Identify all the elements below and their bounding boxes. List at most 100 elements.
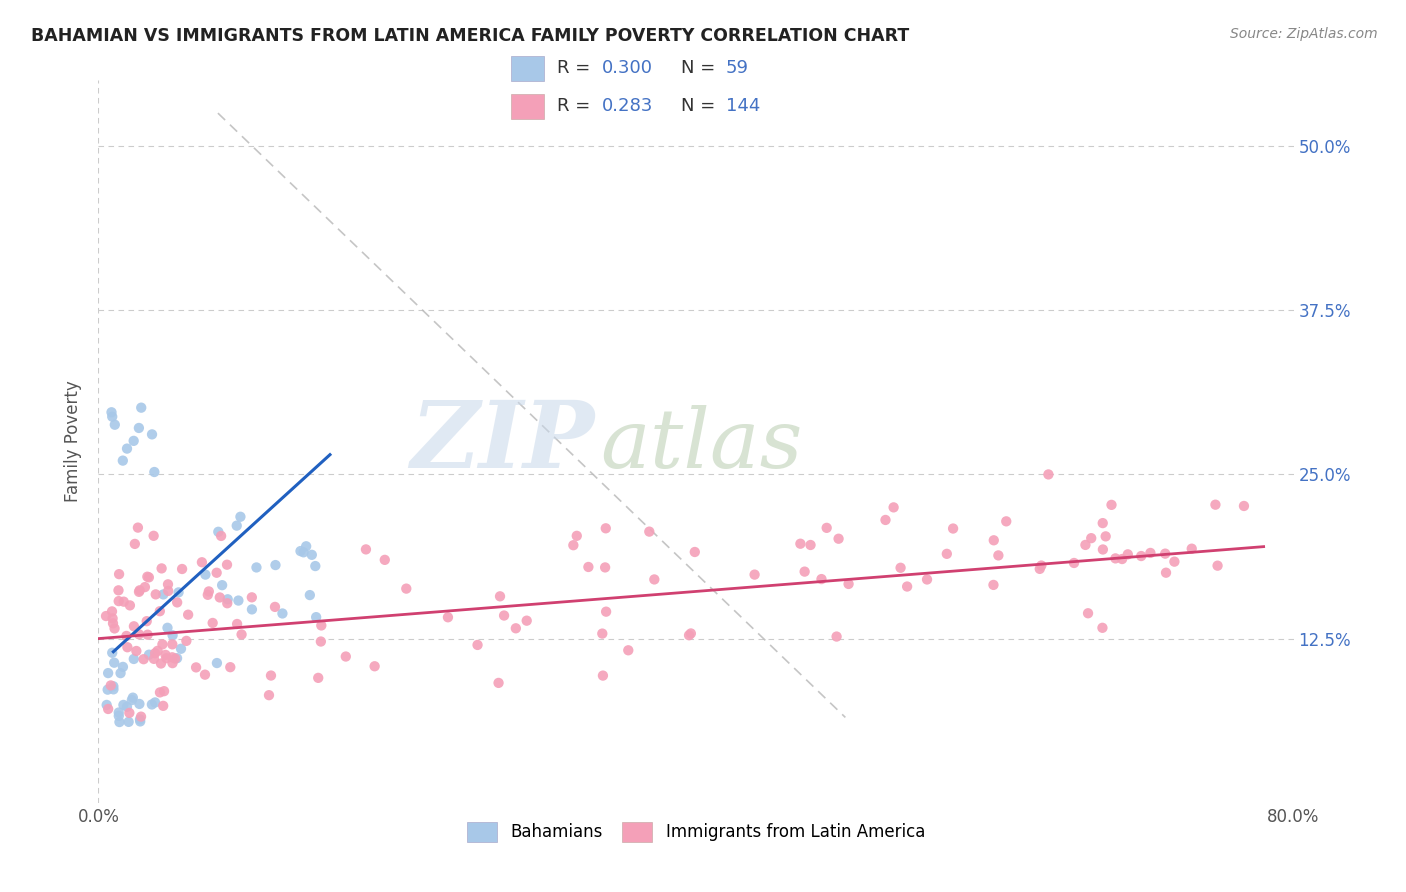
Point (983, 533, 1005, 548)
Point (264, 558, 287, 572)
Point (505, 621, 527, 635)
Point (374, 553, 396, 567)
Point (298, 588, 321, 602)
Point (1139, 546, 1161, 560)
Point (1154, 566, 1177, 580)
Point (152, 698, 174, 713)
Point (143, 465, 166, 479)
Point (983, 578, 1005, 592)
Point (305, 610, 328, 624)
Point (107, 583, 129, 598)
Point (301, 548, 323, 562)
Point (1233, 499, 1256, 513)
Point (240, 602, 263, 616)
Point (162, 656, 184, 670)
Point (191, 555, 214, 569)
Point (110, 666, 132, 681)
Point (593, 560, 616, 574)
Point (142, 529, 165, 543)
Point (142, 652, 165, 666)
Point (467, 638, 489, 652)
Point (152, 587, 174, 601)
Point (205, 656, 228, 670)
Point (683, 545, 706, 559)
Point (141, 698, 163, 712)
Point (1111, 552, 1133, 566)
Point (104, 417, 127, 432)
Point (799, 538, 821, 552)
Point (942, 522, 965, 536)
Point (1074, 538, 1097, 552)
Point (595, 521, 617, 535)
Point (271, 607, 294, 621)
Point (156, 577, 179, 591)
Point (935, 547, 957, 561)
Point (1029, 562, 1052, 576)
Point (160, 650, 183, 665)
Point (226, 617, 249, 632)
Point (307, 671, 329, 685)
Point (128, 697, 150, 711)
Point (295, 539, 318, 553)
Text: N =: N = (681, 60, 720, 78)
Point (815, 521, 838, 535)
Point (121, 693, 143, 707)
Point (264, 599, 287, 614)
Point (335, 649, 357, 664)
Point (176, 633, 198, 648)
Text: 144: 144 (725, 97, 761, 115)
Point (162, 628, 184, 642)
Point (838, 577, 860, 591)
Point (198, 584, 221, 599)
Point (135, 614, 157, 628)
Point (565, 529, 588, 543)
Point (1181, 541, 1204, 556)
Point (111, 660, 134, 674)
Point (101, 646, 124, 660)
Point (231, 627, 253, 641)
Point (679, 626, 702, 640)
Point (395, 582, 418, 596)
Point (793, 565, 815, 579)
Point (141, 427, 163, 442)
Point (177, 607, 200, 622)
Legend: Bahamians, Immigrants from Latin America: Bahamians, Immigrants from Latin America (460, 815, 932, 848)
Point (96, 698, 118, 712)
Point (129, 709, 152, 723)
Point (209, 529, 232, 543)
Point (143, 646, 166, 660)
Point (124, 537, 146, 551)
Point (156, 621, 179, 635)
Point (152, 637, 174, 651)
Point (128, 583, 150, 598)
Point (1077, 607, 1099, 621)
Point (896, 580, 918, 594)
Point (245, 560, 267, 574)
Point (125, 644, 148, 658)
Point (108, 714, 131, 729)
Point (167, 585, 190, 599)
Point (101, 409, 124, 424)
Point (595, 605, 617, 619)
Point (1101, 498, 1123, 512)
Text: atlas: atlas (600, 405, 803, 485)
Point (194, 567, 217, 582)
Point (1130, 549, 1153, 563)
Point (1063, 556, 1085, 570)
Point (437, 610, 460, 624)
Point (309, 634, 332, 648)
Point (111, 453, 134, 467)
Point (132, 652, 155, 666)
Point (219, 660, 242, 674)
Point (101, 616, 124, 631)
Point (128, 421, 150, 435)
Point (101, 604, 124, 618)
Point (1080, 531, 1102, 545)
Point (1094, 529, 1116, 543)
Point (128, 584, 150, 599)
Point (115, 629, 138, 643)
Point (134, 580, 156, 594)
Point (562, 538, 585, 552)
Point (311, 618, 333, 632)
Point (1091, 516, 1114, 530)
